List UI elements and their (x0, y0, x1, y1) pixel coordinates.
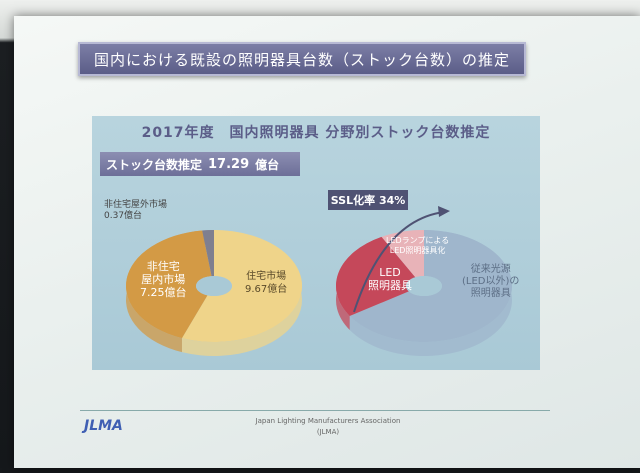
stock-unit: 億台 (255, 157, 280, 172)
slide-title-box: 国内における既設の照明器具台数（ストック台数）の推定 (78, 42, 526, 76)
left-pie-chart (125, 230, 302, 356)
nonres-label-2: 屋内市場 (141, 273, 186, 286)
res-label-2: 9.67億台 (245, 284, 288, 295)
lamp-label-2: LED照明器具化 (389, 246, 446, 255)
stock-value: 17.29 (208, 156, 250, 172)
slice-residential (181, 230, 302, 342)
slice-nonres-indoor (125, 230, 212, 339)
nonres-label-3: 7.25億台 (140, 286, 187, 299)
conv-label: 従来光源 (LED以外)の 照明器具 (462, 264, 519, 300)
lamp-label-1: LEDランプによる (386, 236, 450, 245)
slice-conventional (349, 230, 512, 342)
association-abbr: (JLMA) (316, 428, 340, 436)
ssl-value: 34% (378, 193, 406, 207)
slice-outdoor (202, 230, 214, 277)
slide-title: 国内における既設の照明器具台数（ストック台数）の推定 (93, 50, 510, 69)
res-label: 住宅市場 9.67億台 (245, 270, 287, 296)
stock-estimate-badge: ストック台数推定 17.29 億台 (100, 152, 300, 176)
outdoor-label-2: 0.37億台 (104, 211, 143, 221)
right-pie-chart (336, 230, 512, 357)
res-label-1: 住宅市場 (246, 271, 287, 282)
nonres-label: 非住宅 屋内市場 7.25億台 (140, 260, 187, 299)
ssl-rate-badge: SSL化率 34% (328, 190, 408, 210)
slice-led-lamp (381, 230, 424, 278)
led-label-1: LED (379, 266, 401, 279)
association-full: Japan Lighting Manufacturers Association (255, 417, 401, 425)
outdoor-label-1: 非住宅屋外市場 (104, 200, 168, 210)
panel-title: 2017年度 国内照明器具 分野別ストック台数推定 (141, 125, 491, 141)
conv-label-1: 従来光源 (470, 264, 511, 275)
conv-label-2: (LED以外)の (462, 276, 520, 287)
jlma-logo: JLMA (84, 418, 123, 434)
donut-hole (406, 276, 442, 296)
stock-label: ストック台数推定 (106, 157, 203, 172)
donut-hole (196, 276, 232, 296)
ssl-label: SSL化率 (330, 194, 376, 207)
footer-divider (80, 410, 550, 411)
conv-label-3: 照明器具 (470, 288, 511, 299)
ssl-arc-arrow (353, 211, 445, 313)
lamp-label: LEDランプによる LED照明器具化 (386, 236, 449, 256)
pie-charts (125, 206, 512, 357)
ssl-arrow-head (438, 206, 450, 217)
led-label-2: 照明器具 (368, 279, 412, 292)
led-label: LED 照明器具 (368, 266, 412, 292)
association-name: Japan Lighting Manufacturers Association… (248, 416, 408, 438)
slice-led (336, 236, 416, 317)
nonres-label-1: 非住宅 (146, 260, 180, 273)
outdoor-label: 非住宅屋外市場 0.37億台 (104, 200, 167, 222)
slice-side-residential (181, 230, 302, 356)
